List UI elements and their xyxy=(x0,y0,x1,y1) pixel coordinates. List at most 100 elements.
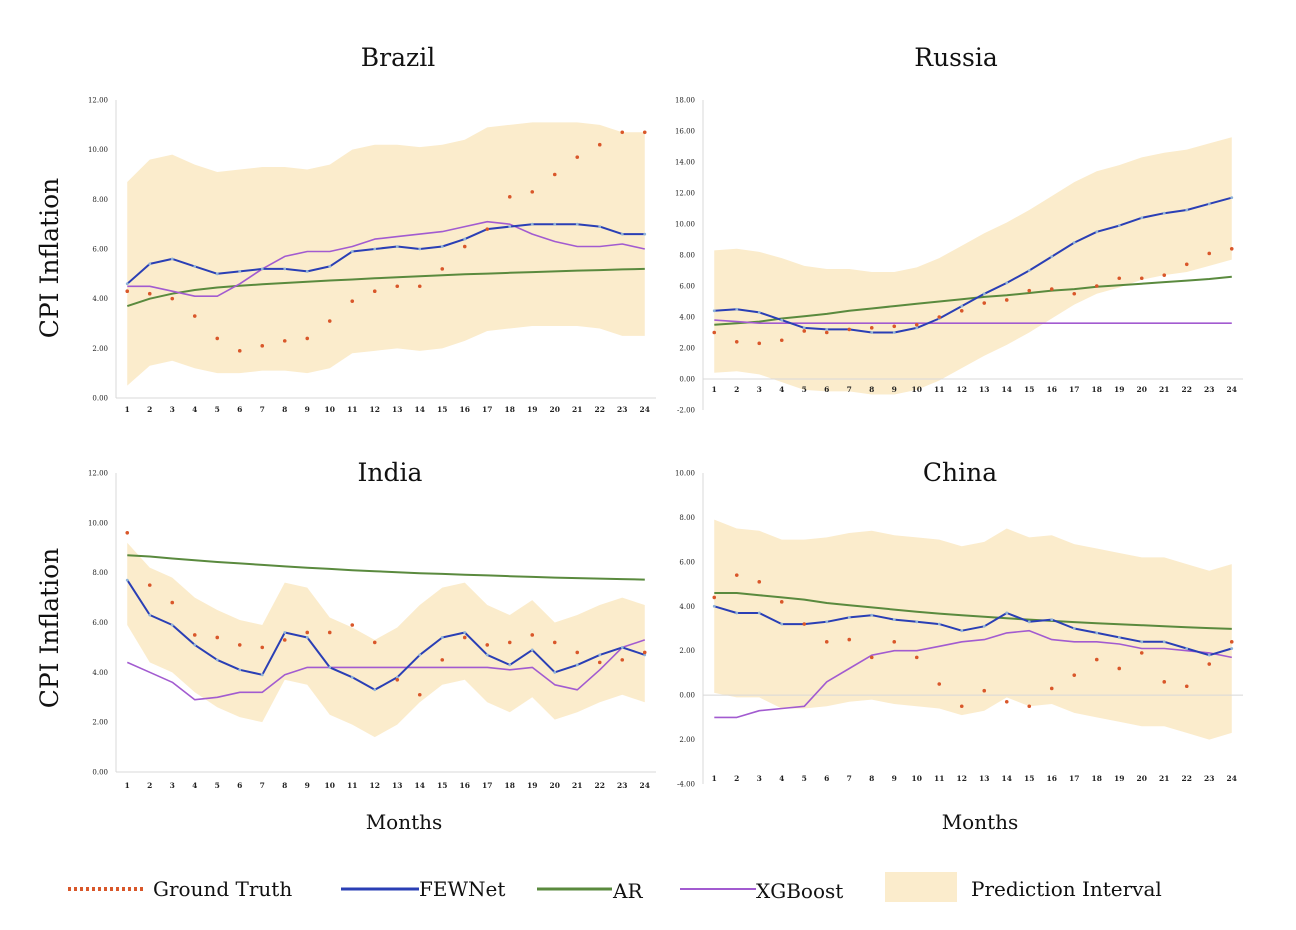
fewnet-point xyxy=(305,636,309,639)
ground-truth-point xyxy=(575,650,580,655)
ground-truth-point xyxy=(1184,684,1189,689)
x-tick-label: 12 xyxy=(370,405,380,414)
ground-truth-point xyxy=(1072,291,1077,296)
x-tick-label: 16 xyxy=(460,405,470,414)
x-tick-label: 12 xyxy=(957,774,967,783)
fewnet-point xyxy=(1027,269,1031,272)
y-tick-label: 12.00 xyxy=(88,470,108,478)
fewnet-point xyxy=(1050,255,1054,258)
fewnet-point xyxy=(1185,647,1189,650)
x-tick-label: 20 xyxy=(550,405,560,414)
fewnet-point xyxy=(530,648,534,652)
ground-truth-point xyxy=(552,172,557,177)
fewnet-point xyxy=(283,631,287,634)
ground-truth-point xyxy=(327,630,332,635)
ground-truth-point xyxy=(642,130,647,135)
ground-truth-point xyxy=(462,635,467,640)
ground-truth-point xyxy=(170,296,175,301)
y-tick-label: 0.00 xyxy=(92,395,108,403)
y-tick-label: 8.00 xyxy=(679,514,695,522)
ground-truth-point xyxy=(982,301,987,305)
ground-truth-point xyxy=(597,660,602,665)
x-tick-label: 9 xyxy=(892,385,897,394)
fewnet-point xyxy=(418,247,422,251)
x-tick-label: 17 xyxy=(482,781,492,790)
y-tick-label: 6.00 xyxy=(92,246,108,254)
fewnet-point xyxy=(238,668,242,672)
ground-truth-point xyxy=(1139,276,1144,281)
x-tick-label: 13 xyxy=(392,405,402,414)
fewnet-point xyxy=(1207,202,1211,206)
x-tick-label: 13 xyxy=(979,385,989,394)
ground-truth-point xyxy=(959,704,964,709)
fewnet-point xyxy=(982,624,986,628)
ground-truth-point xyxy=(372,289,377,294)
x-tick-label: 11 xyxy=(347,781,357,790)
ground-truth-point xyxy=(734,573,739,577)
x-tick-label: 3 xyxy=(170,781,175,790)
fewnet-point xyxy=(125,578,129,582)
x-tick-label: 15 xyxy=(1024,385,1034,394)
fewnet-point xyxy=(1117,224,1121,227)
x-tick-label: 6 xyxy=(237,405,242,414)
fewnet-point xyxy=(373,247,377,251)
x-tick-label: 24 xyxy=(640,405,650,414)
fewnet-point xyxy=(1072,627,1076,630)
x-axis-title-right: Months xyxy=(942,810,1019,834)
y-tick-label: 10.00 xyxy=(88,146,108,154)
y-tick-label: 8.00 xyxy=(92,569,108,577)
x-tick-label: 16 xyxy=(460,781,470,790)
ground-truth-point xyxy=(757,580,762,584)
ground-truth-point xyxy=(620,658,625,662)
x-tick-label: 3 xyxy=(757,774,762,783)
x-tick-label: 2 xyxy=(147,781,152,790)
y-tick-label: -4.00 xyxy=(677,781,695,789)
ground-truth-point xyxy=(620,130,625,135)
fewnet-point xyxy=(1162,211,1166,215)
ground-truth-point xyxy=(170,600,175,605)
y-tick-label: 6.00 xyxy=(92,619,108,627)
fewnet-point xyxy=(735,307,739,311)
y-tick-label: 4.00 xyxy=(92,295,108,303)
x-tick-label: 24 xyxy=(1227,385,1237,394)
ground-truth-point xyxy=(937,682,942,686)
ground-truth-point xyxy=(372,640,377,645)
ground-truth-point xyxy=(1207,251,1212,256)
chart-title: India xyxy=(358,458,423,487)
fewnet-point xyxy=(982,292,986,296)
fewnet-point xyxy=(643,653,647,657)
ground-truth-point xyxy=(552,640,557,645)
ground-truth-point xyxy=(779,338,784,343)
y-tick-label: 4.00 xyxy=(679,314,695,322)
x-tick-label: 9 xyxy=(892,774,897,783)
ground-truth-point xyxy=(1229,247,1234,251)
fewnet-point xyxy=(1072,241,1076,245)
ground-truth-point xyxy=(485,643,490,647)
fewnet-point xyxy=(1207,653,1211,657)
x-tick-label: 1 xyxy=(125,781,130,790)
y-tick-label: 10.00 xyxy=(88,519,108,527)
x-tick-label: 20 xyxy=(1137,774,1147,783)
legend: Ground Truth FEWNet AR XGBoost Predictio… xyxy=(68,872,1162,903)
ground-truth-point xyxy=(305,630,310,635)
fewnet-point xyxy=(757,611,761,615)
y-tick-label: 4.00 xyxy=(92,669,108,677)
ground-truth-point xyxy=(530,633,535,637)
x-tick-label: 4 xyxy=(192,781,197,790)
ground-truth-point xyxy=(507,640,512,645)
x-tick-label: 6 xyxy=(824,774,829,783)
fewnet-point xyxy=(170,623,174,627)
x-tick-label: 11 xyxy=(347,405,357,414)
ground-truth-point xyxy=(147,583,152,587)
y-tick-label: 10.00 xyxy=(675,221,695,229)
y-tick-label: 0.00 xyxy=(679,692,695,700)
xgboost-line xyxy=(127,220,645,298)
y-tick-label: 18.00 xyxy=(675,97,695,105)
y-tick-label: -2.00 xyxy=(677,407,695,415)
x-tick-label: 12 xyxy=(957,385,967,394)
ground-truth-point xyxy=(1004,700,1009,704)
x-tick-label: 6 xyxy=(824,385,829,394)
ground-truth-point xyxy=(1162,680,1167,684)
legend-swatch-prediction-interval xyxy=(885,872,957,902)
